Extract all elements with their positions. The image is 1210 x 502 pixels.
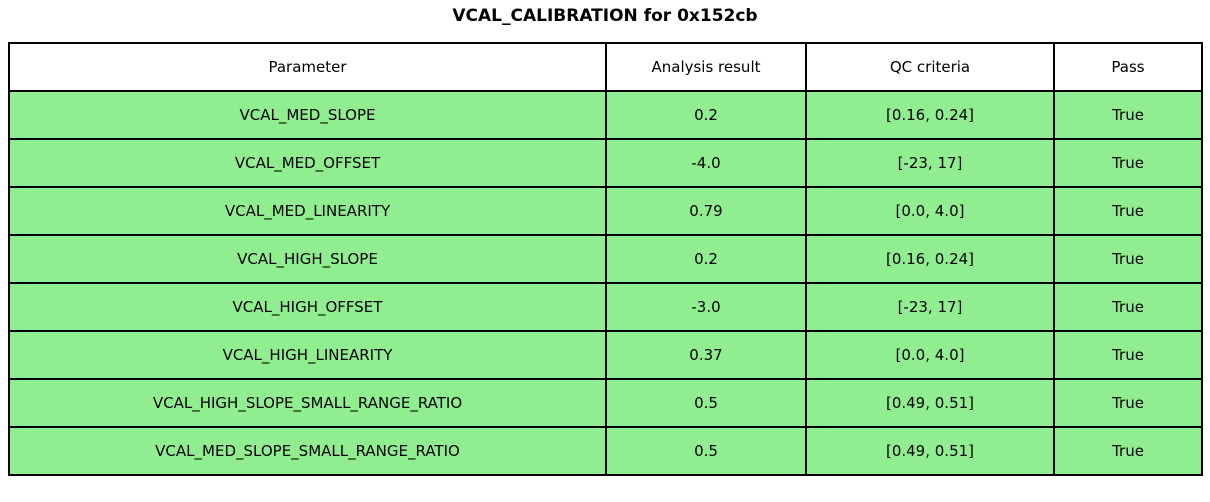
cell-pass: True	[1053, 234, 1203, 284]
cell-qc-criteria: [-23, 17]	[805, 282, 1055, 332]
cell-qc-criteria: [-23, 17]	[805, 138, 1055, 188]
cell-qc-criteria: [0.16, 0.24]	[805, 234, 1055, 284]
cell-pass: True	[1053, 282, 1203, 332]
cell-analysis-result: -4.0	[605, 138, 807, 188]
cell-qc-criteria: [0.49, 0.51]	[805, 378, 1055, 428]
table-row: VCAL_HIGH_OFFSET -3.0 [-23, 17] True	[8, 282, 1203, 332]
cell-parameter: VCAL_MED_SLOPE	[8, 90, 607, 140]
cell-analysis-result: 0.2	[605, 234, 807, 284]
table-row: VCAL_MED_SLOPE_SMALL_RANGE_RATIO 0.5 [0.…	[8, 426, 1203, 476]
column-header-analysis-result: Analysis result	[605, 42, 807, 92]
cell-analysis-result: 0.5	[605, 378, 807, 428]
table-row: VCAL_HIGH_SLOPE_SMALL_RANGE_RATIO 0.5 [0…	[8, 378, 1203, 428]
cell-analysis-result: -3.0	[605, 282, 807, 332]
table-header-row: Parameter Analysis result QC criteria Pa…	[8, 42, 1203, 92]
cell-pass: True	[1053, 330, 1203, 380]
table-row: VCAL_HIGH_SLOPE 0.2 [0.16, 0.24] True	[8, 234, 1203, 284]
cell-analysis-result: 0.2	[605, 90, 807, 140]
cell-parameter: VCAL_HIGH_SLOPE	[8, 234, 607, 284]
table-row: VCAL_MED_OFFSET -4.0 [-23, 17] True	[8, 138, 1203, 188]
column-header-pass: Pass	[1053, 42, 1203, 92]
qc-results-table: Parameter Analysis result QC criteria Pa…	[8, 42, 1203, 476]
cell-pass: True	[1053, 426, 1203, 476]
cell-pass: True	[1053, 186, 1203, 236]
chart-title: VCAL_CALIBRATION for 0x152cb	[452, 6, 758, 26]
cell-parameter: VCAL_HIGH_OFFSET	[8, 282, 607, 332]
cell-parameter: VCAL_MED_OFFSET	[8, 138, 607, 188]
cell-analysis-result: 0.79	[605, 186, 807, 236]
table-row: VCAL_HIGH_LINEARITY 0.37 [0.0, 4.0] True	[8, 330, 1203, 380]
cell-pass: True	[1053, 138, 1203, 188]
table-row: VCAL_MED_SLOPE 0.2 [0.16, 0.24] True	[8, 90, 1203, 140]
cell-analysis-result: 0.37	[605, 330, 807, 380]
cell-parameter: VCAL_MED_SLOPE_SMALL_RANGE_RATIO	[8, 426, 607, 476]
cell-pass: True	[1053, 378, 1203, 428]
cell-analysis-result: 0.5	[605, 426, 807, 476]
cell-parameter: VCAL_HIGH_SLOPE_SMALL_RANGE_RATIO	[8, 378, 607, 428]
cell-qc-criteria: [0.0, 4.0]	[805, 330, 1055, 380]
cell-qc-criteria: [0.0, 4.0]	[805, 186, 1055, 236]
cell-parameter: VCAL_MED_LINEARITY	[8, 186, 607, 236]
cell-qc-criteria: [0.49, 0.51]	[805, 426, 1055, 476]
table-row: VCAL_MED_LINEARITY 0.79 [0.0, 4.0] True	[8, 186, 1203, 236]
cell-pass: True	[1053, 90, 1203, 140]
cell-qc-criteria: [0.16, 0.24]	[805, 90, 1055, 140]
column-header-parameter: Parameter	[8, 42, 607, 92]
cell-parameter: VCAL_HIGH_LINEARITY	[8, 330, 607, 380]
column-header-qc-criteria: QC criteria	[805, 42, 1055, 92]
